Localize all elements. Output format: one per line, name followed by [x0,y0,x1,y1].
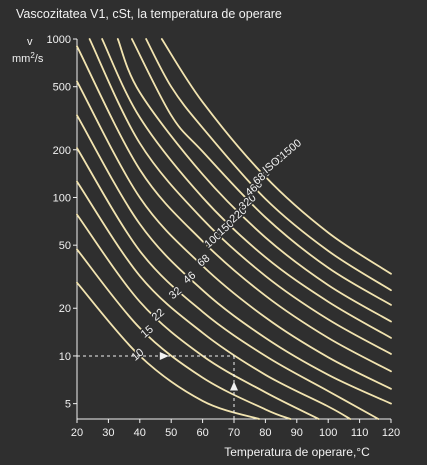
x-tick-label: 70 [228,427,240,439]
y-tick-label: 10 [59,351,71,363]
curve-label: 32 [166,283,186,303]
x-tick-label: 80 [259,427,271,439]
curve-iso-1500 [160,38,392,275]
x-tick-label: 110 [351,427,369,439]
y-tick-label: 5 [65,399,71,411]
x-tick-label: 20 [71,427,83,439]
y-tick-label: 1000 [47,34,71,46]
y-tick-label: 20 [59,303,71,315]
curve-680 [131,38,392,306]
curve-320 [101,38,392,339]
curve-100 [76,80,392,390]
x-tick-label: 30 [102,427,114,439]
curve-46 [76,147,380,420]
curve-label: ISO 1500 [259,136,305,178]
y-tick-label: 100 [53,192,71,204]
y-axis-label-symbol: v [27,36,33,48]
y-tick-label: 200 [53,145,71,157]
curve-22 [76,213,320,420]
series-lines [76,38,392,420]
curve-1000 [145,38,392,292]
x-tick-label: 120 [382,427,400,439]
arrow-up-icon [230,381,238,391]
curve-label-text: 32 [167,285,184,302]
y-tick-label: 50 [59,240,71,252]
curve-label: 15 [137,322,157,342]
x-tick-label: 90 [291,427,303,439]
x-tick-label: 60 [196,427,208,439]
curve-label-text: 22 [150,307,167,324]
y-axis-label-unit: mm2/s [12,51,44,65]
x-tick-label: 50 [165,427,177,439]
curve-label: 68 [194,251,214,271]
y-tick-label: 500 [53,82,71,94]
x-axis-label: Temperatura de operare,°C [224,445,370,459]
x-tick-label: 100 [319,427,337,439]
curve-460 [116,38,392,323]
arrow-right-icon [159,351,169,360]
chart-title: Vascozitatea V1, cSt, la temperatura de … [16,7,282,21]
curve-150 [76,45,392,373]
curve-10 [76,281,260,420]
axes: 20 30 40 50 60 70 80 90 100 110 120 5 10 20 50 100 200 50… [47,34,401,439]
curve-label-text: 15 [139,323,156,340]
curve-68 [76,114,392,405]
curve-label-text: ISO 1500 [261,137,304,176]
curve-15 [76,248,292,420]
example-path [77,351,238,419]
curve-32 [76,180,352,420]
curve-label-text: 68 [195,252,212,269]
curve-label: 22 [148,305,168,325]
x-tick-label: 40 [134,427,146,439]
curve-220 [88,38,392,355]
